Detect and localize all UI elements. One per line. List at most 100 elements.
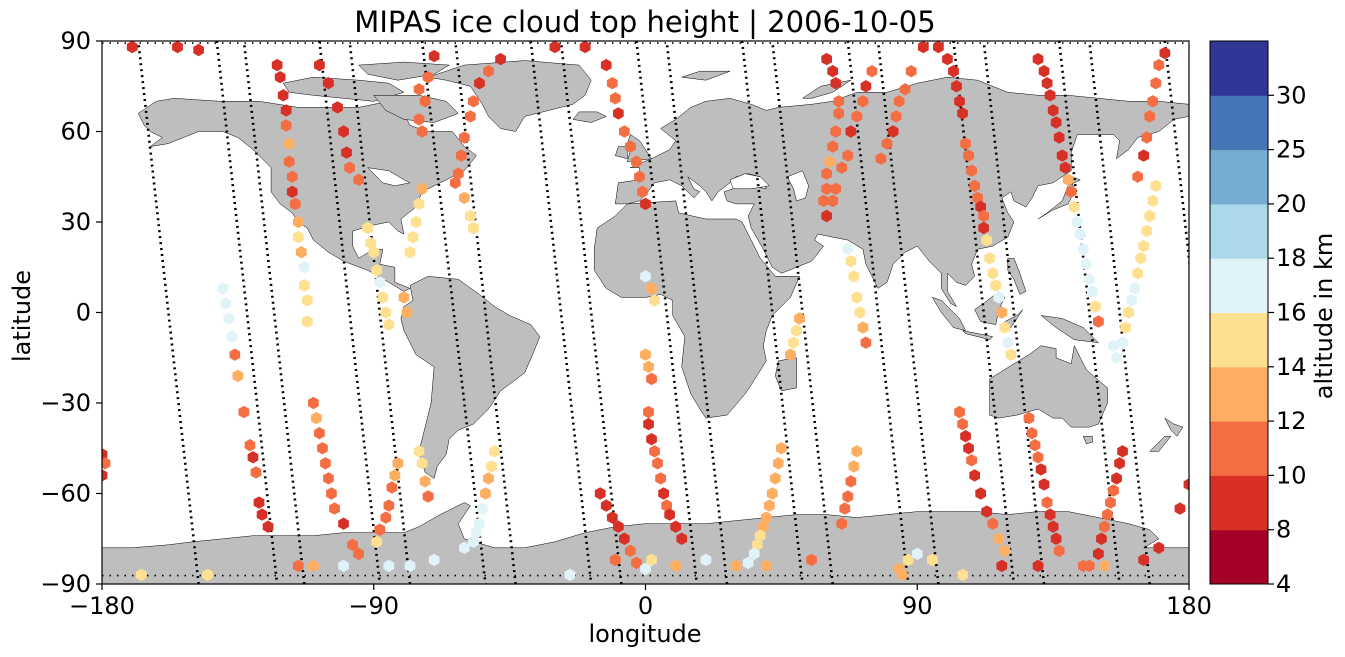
colorbar-tick-label: 8 (1276, 516, 1291, 544)
cloud-point (634, 170, 645, 183)
cloud-point (1068, 200, 1080, 214)
cloud-point (1144, 110, 1156, 123)
colorbar-segment (1210, 312, 1268, 368)
cloud-point (954, 95, 965, 108)
x-tick-label: −90 (348, 592, 399, 620)
cloud-point (821, 167, 832, 180)
cloud-point (380, 306, 392, 319)
cloud-point (579, 41, 591, 54)
land-polygon (681, 70, 731, 81)
cloud-point (851, 445, 863, 458)
cloud-point (845, 125, 857, 138)
y-tick-label: −90 (40, 570, 91, 598)
cloud-point (371, 535, 383, 548)
cloud-point (842, 243, 854, 256)
land-polygon (428, 60, 592, 132)
cloud-point (226, 330, 238, 343)
cloud-point (489, 445, 500, 458)
cloud-point (277, 89, 289, 102)
cloud-point (383, 318, 395, 331)
cloud-point (292, 230, 304, 244)
cloud-point (609, 92, 621, 105)
cloud-point (286, 185, 298, 198)
cloud-point (413, 445, 425, 458)
cloud-point (220, 297, 232, 310)
cloud-point (449, 176, 461, 189)
cloud-point (966, 454, 977, 467)
cloud-point (993, 532, 1005, 545)
cloud-point (1029, 439, 1041, 452)
cloud-point (413, 113, 425, 126)
cloud-point (172, 41, 183, 54)
cloud-point (763, 499, 775, 512)
cloud-point (625, 140, 636, 153)
cloud-point (1093, 315, 1104, 328)
cloud-point (987, 517, 999, 530)
cloud-point (371, 264, 383, 277)
land-polygon (931, 296, 967, 331)
cloud-point (1138, 553, 1150, 567)
cloud-point (981, 233, 993, 247)
cloud-point (975, 487, 986, 500)
cloud-point (1002, 336, 1014, 349)
cloud-point (969, 469, 980, 482)
orbit-track (876, 41, 940, 584)
cloud-point (652, 457, 663, 470)
cloud-point (999, 321, 1011, 334)
cloud-point (836, 517, 848, 530)
cloud-point (465, 110, 476, 123)
cloud-point (1005, 348, 1017, 361)
cloud-point (102, 448, 108, 461)
cloud-point (1099, 559, 1110, 573)
cloud-point (286, 170, 298, 183)
orbit-track (771, 41, 834, 584)
cloud-point (646, 553, 657, 567)
cloud-point (1026, 427, 1038, 440)
cloud-point (229, 348, 241, 361)
cloud-point (1132, 267, 1143, 280)
cloud-point (413, 83, 425, 96)
cloud-point (365, 236, 377, 250)
cloud-point (477, 502, 488, 515)
cloud-point (1108, 484, 1119, 497)
cloud-point (821, 209, 832, 223)
cloud-point (948, 65, 959, 78)
cloud-point (283, 155, 295, 168)
colorbar-segment (1210, 258, 1268, 313)
cloud-point (1126, 294, 1137, 307)
cloud-point (193, 43, 204, 57)
colorbar-segment (1210, 421, 1268, 476)
orbit-track (952, 41, 1016, 584)
cloud-point (1050, 532, 1062, 545)
orbit-track (665, 41, 729, 584)
cloud-point (881, 137, 893, 150)
colorbar-tick-label: 10 (1276, 461, 1307, 489)
orbit-track (635, 41, 699, 584)
cloud-point (468, 95, 479, 108)
cloud-point (383, 559, 395, 573)
cloud-point (468, 221, 479, 235)
cloud-point (247, 451, 259, 464)
cloud-point (748, 547, 760, 560)
cloud-point (1159, 46, 1171, 60)
cloud-point (459, 191, 470, 205)
cloud-point (308, 559, 319, 573)
cloud-point (851, 291, 863, 304)
cloud-point (760, 559, 772, 573)
colorbar-tick-label: 18 (1276, 244, 1307, 272)
cloud-point (1129, 282, 1140, 295)
cloud-point (670, 559, 682, 573)
y-tick-label: 30 (60, 208, 91, 236)
cloud-point (1053, 544, 1065, 557)
cloud-point (280, 104, 292, 117)
cloud-point (326, 487, 337, 500)
cloud-point (323, 472, 334, 485)
cloud-point (495, 52, 506, 66)
chart-title: MIPAS ice cloud top height | 2006-10-05 (354, 5, 935, 39)
cloud-point (483, 65, 494, 78)
cloud-point (413, 197, 425, 211)
cloud-point (640, 348, 651, 361)
cloud-point (1144, 209, 1156, 223)
colorbar-tick-label: 25 (1276, 136, 1307, 164)
cloud-point (274, 71, 286, 84)
